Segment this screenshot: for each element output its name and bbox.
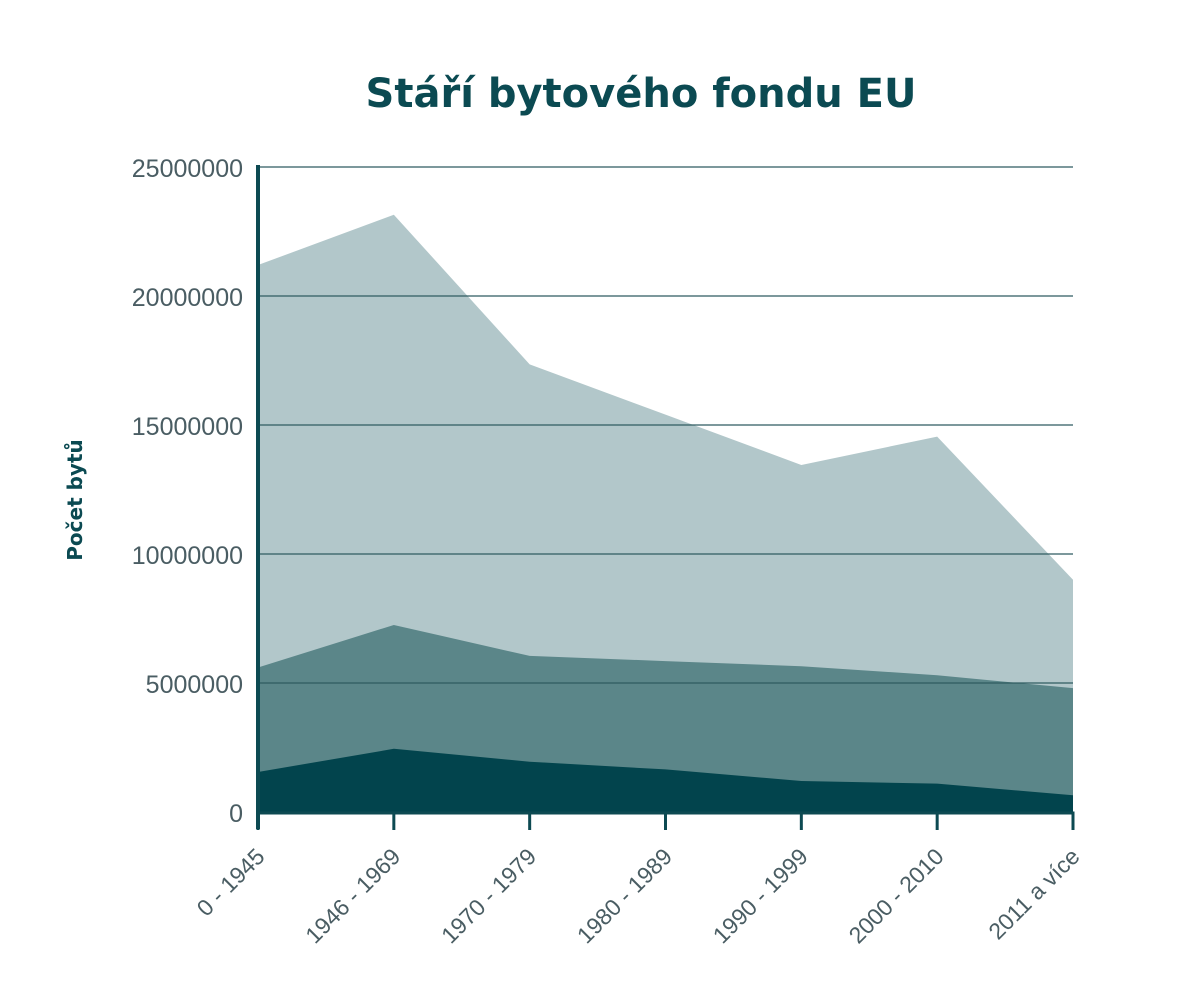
- area-series-3: [258, 748, 1073, 812]
- x-tick-label: 2011 a více: [983, 843, 1084, 944]
- y-axis-label: Počet bytů: [63, 439, 87, 561]
- x-tick-label: 0 - 1945: [191, 843, 269, 921]
- x-tick-label: 2000 - 2010: [843, 843, 948, 948]
- y-tick-label: 0: [229, 800, 243, 828]
- y-tick-label: 15000000: [132, 413, 243, 441]
- y-tick-label: 25000000: [132, 155, 243, 183]
- y-tick-label: 20000000: [132, 284, 243, 312]
- gridlines: [258, 166, 1073, 684]
- x-tick-label: 1990 - 1999: [708, 843, 813, 948]
- y-tick-labels: 0 5000000 10000000 15000000 20000000 25000000: [132, 155, 243, 828]
- y-tick-label: 10000000: [132, 542, 243, 570]
- x-tick-label: 1970 - 1979: [436, 843, 541, 948]
- series-areas: [258, 214, 1073, 813]
- x-tick-labels: 0 - 1945 1946 - 1969 1970 - 1979 1980 - 198…: [191, 843, 1084, 948]
- axes: [256, 165, 1075, 830]
- x-tick-label: 1980 - 1989: [572, 843, 677, 948]
- chart-title: Stáří bytového fondu EU: [366, 71, 917, 117]
- x-tick-label: 1946 - 1969: [300, 843, 405, 948]
- y-tick-label: 5000000: [146, 671, 243, 699]
